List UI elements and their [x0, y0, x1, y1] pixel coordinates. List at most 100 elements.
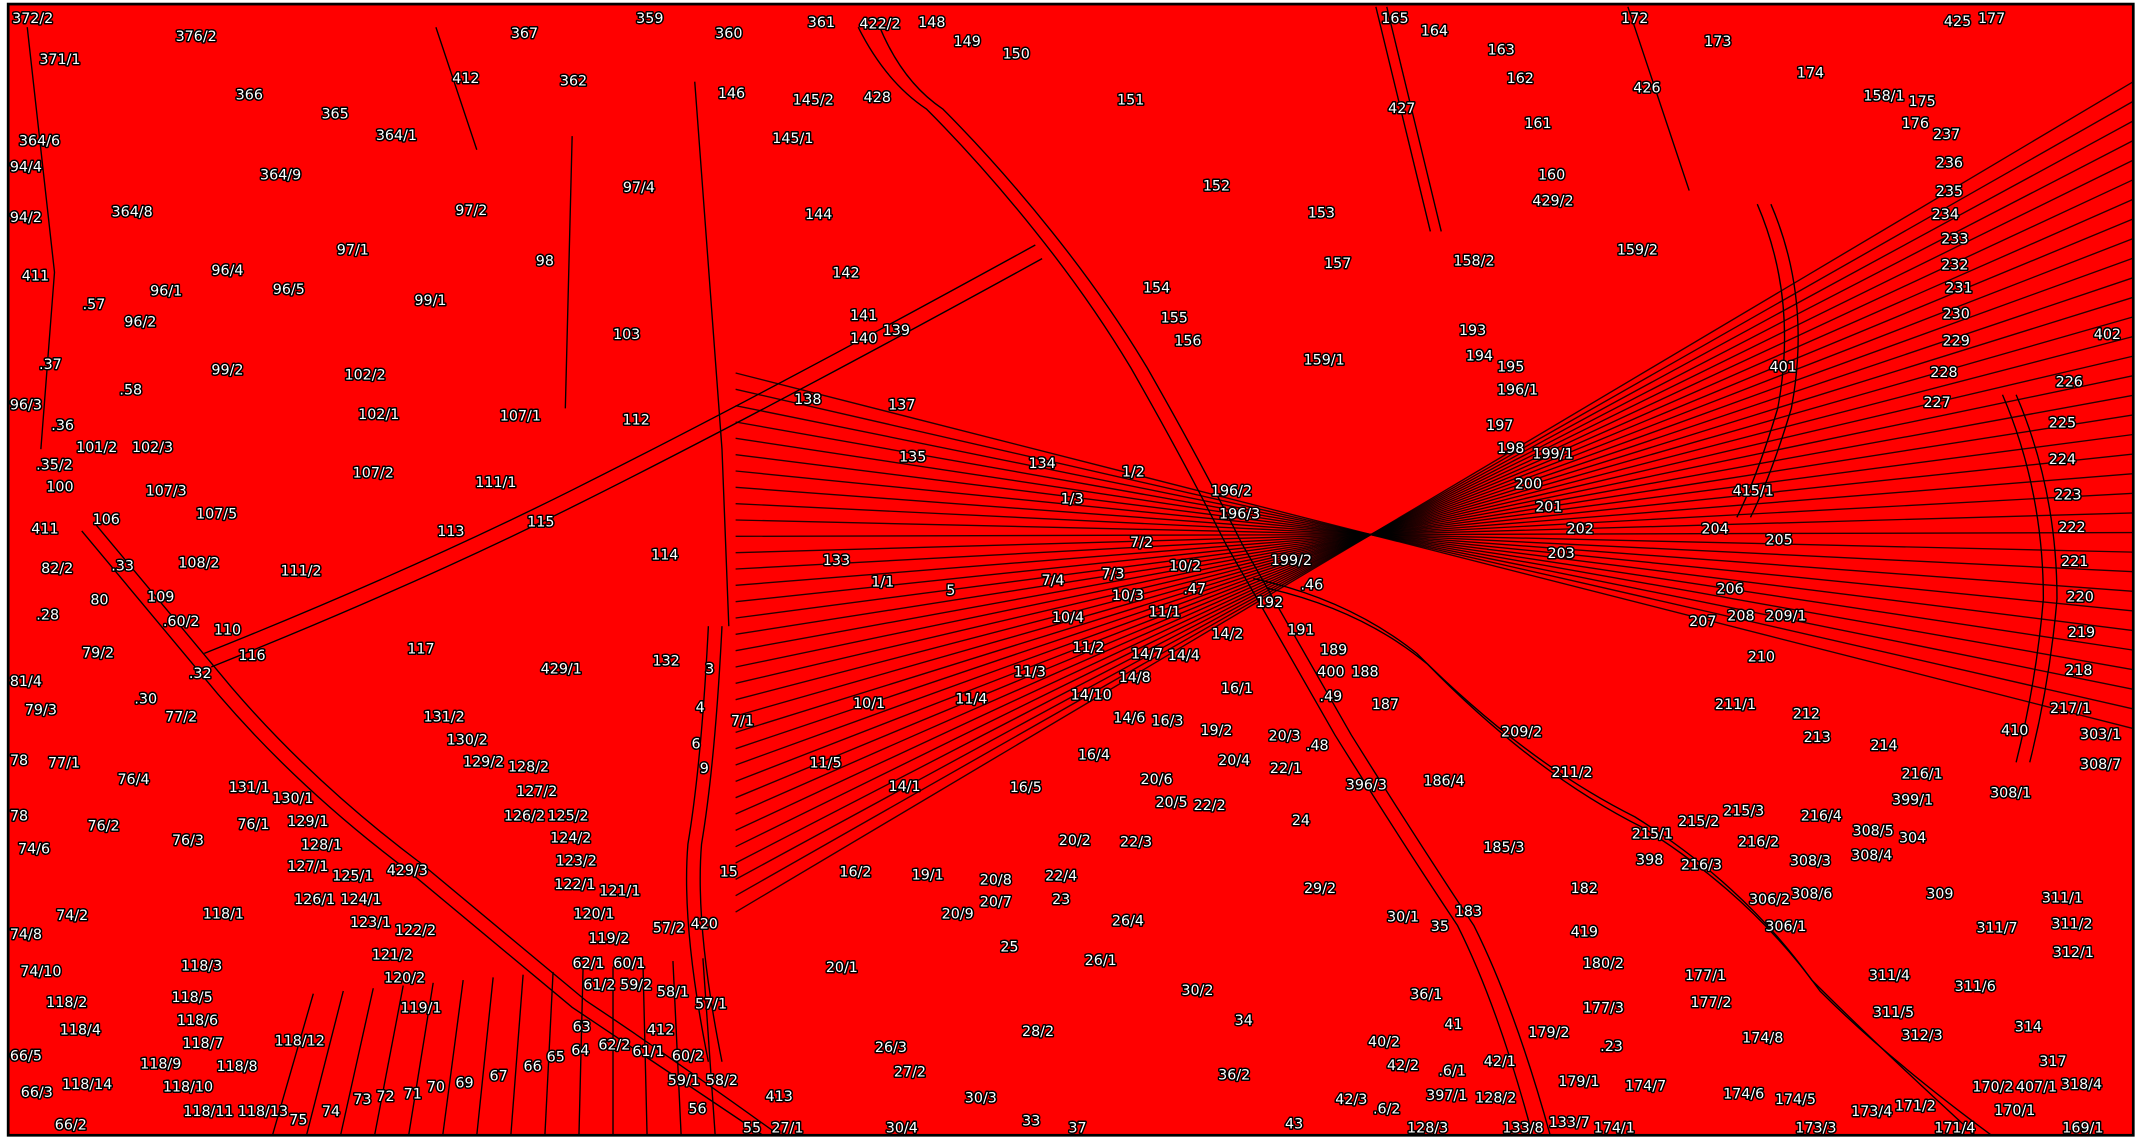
parcel-number: 159/1 — [1304, 353, 1345, 369]
parcel-number: 170/1 — [1994, 1103, 2035, 1119]
parcel-number: 69 — [455, 1076, 473, 1092]
parcel-boundary — [735, 404, 2134, 691]
parcel-number: 111/1 — [475, 475, 516, 491]
parcel-number: 303/1 — [2080, 727, 2121, 743]
parcel-number: 206 — [1716, 581, 1743, 597]
parcel-number: 81/4 — [10, 674, 42, 690]
parcel-number: 37 — [1068, 1120, 1086, 1136]
parcel-number: 174/6 — [1723, 1086, 1764, 1102]
parcel-number: 123/1 — [350, 915, 391, 931]
parcel-number: 121/2 — [372, 948, 413, 964]
parcel-number: 160 — [1538, 168, 1565, 184]
parcel-number: 67 — [489, 1069, 507, 1085]
parcel-number: 4 — [696, 700, 705, 716]
parcel-number: 230 — [1943, 306, 1970, 322]
parcel-number: 19/1 — [912, 867, 944, 883]
parcel-number: 145/1 — [772, 131, 813, 147]
parcel-number: 10/3 — [1112, 588, 1144, 604]
parcel-number: 20/8 — [980, 873, 1012, 889]
parcel-number: 135 — [899, 449, 926, 465]
parcel-boundary — [408, 982, 434, 1136]
parcel-number: 216/1 — [1902, 767, 1943, 783]
parcel-number: 364/8 — [112, 204, 153, 220]
parcel-number: 74/10 — [20, 964, 61, 980]
parcel-number: 216/2 — [1738, 835, 1779, 851]
parcel-number: 154 — [1143, 281, 1170, 297]
parcel-number: 171/2 — [1895, 1099, 1936, 1115]
parcel-number: 149 — [954, 34, 981, 50]
parcel-number: 411 — [31, 522, 58, 538]
parcel-number: 120/2 — [384, 971, 425, 987]
parcel-number: 308/5 — [1853, 824, 1894, 840]
parcel-number: 196/2 — [1211, 483, 1252, 499]
parcel-number: 180/2 — [1583, 956, 1624, 972]
parcel-number: 189 — [1320, 643, 1347, 659]
parcel-number: 311/4 — [1869, 968, 1910, 984]
parcel-number: 1/3 — [1061, 492, 1084, 508]
parcel-number: 155 — [1161, 311, 1188, 327]
parcel-number: 429/3 — [387, 863, 428, 879]
parcel-number: 120/1 — [573, 907, 614, 923]
parcel-number: 169/1 — [2062, 1120, 2103, 1136]
parcel-number: 209/2 — [1501, 724, 1542, 740]
parcel-number: 371/1 — [39, 52, 80, 68]
parcel-number: 177 — [1978, 11, 2005, 27]
parcel-number: 24 — [1292, 813, 1310, 829]
parcel-number: 179/1 — [1558, 1074, 1599, 1090]
parcel-number: 59/1 — [668, 1073, 700, 1089]
parcel-number: 133/8 — [1502, 1120, 1543, 1136]
parcel-number: 173/3 — [1795, 1120, 1836, 1136]
parcel-boundary — [735, 296, 2134, 733]
parcel-number: 398 — [1636, 852, 1663, 868]
parcel-number: .28 — [36, 607, 59, 623]
parcel-number: .30 — [134, 692, 157, 708]
parcel-number: 82/2 — [41, 561, 73, 577]
parcel-boundary — [735, 414, 2134, 636]
parcel-number: 362 — [560, 74, 587, 90]
parcel-number: 141 — [850, 308, 877, 324]
parcel-number: 66 — [524, 1059, 542, 1075]
parcel-number: 218 — [2065, 663, 2092, 679]
parcel-number: 359 — [636, 11, 663, 27]
parcel-number: 199/1 — [1532, 447, 1573, 463]
parcel-number: 366 — [236, 87, 263, 103]
parcel-number: 306/2 — [1749, 892, 1790, 908]
parcel-number: 170/2 — [1972, 1080, 2013, 1096]
parcel-number: 177/2 — [1690, 995, 1731, 1011]
parcel-number: 74/8 — [10, 927, 42, 943]
parcel-number: 97/1 — [337, 242, 369, 258]
parcel-number: 16/4 — [1078, 747, 1110, 763]
parcel-number: 72 — [376, 1089, 394, 1105]
parcel-number: 193 — [1459, 323, 1486, 339]
parcel-number: 1/1 — [871, 575, 894, 591]
parcel-number: 56 — [688, 1101, 706, 1117]
parcel-number: 215/2 — [1678, 814, 1719, 830]
parcel-boundary — [510, 974, 524, 1136]
parcel-number: 318/4 — [2061, 1077, 2102, 1093]
parcel-number: 57/2 — [653, 920, 685, 936]
parcel-number: 14/8 — [1119, 670, 1151, 686]
parcel-number: 35 — [1431, 919, 1449, 935]
parcel-number: 137 — [888, 398, 915, 414]
parcel-number: 70 — [427, 1080, 445, 1096]
parcel-number: .58 — [119, 383, 142, 399]
parcel-number: 145/2 — [793, 93, 834, 109]
parcel-number: 62/2 — [598, 1037, 630, 1053]
parcel-number: 14/1 — [888, 779, 920, 795]
parcel-number: 101/2 — [76, 440, 117, 456]
parcel-number: 7/1 — [731, 713, 754, 729]
parcel-number: 213 — [1804, 730, 1831, 746]
parcel-number: 211/1 — [1715, 697, 1756, 713]
parcel-number: 226 — [2056, 375, 2083, 391]
parcel-number: 174/5 — [1775, 1092, 1816, 1108]
parcel-number: 131/2 — [424, 709, 465, 725]
parcel-number: 61/1 — [632, 1044, 664, 1060]
parcel-number: 118/12 — [275, 1033, 325, 1049]
parcel-number: 99/1 — [414, 293, 446, 309]
parcel-number: 103 — [613, 327, 640, 343]
parcel-number: 129/2 — [463, 754, 504, 770]
parcel-number: 146 — [718, 86, 745, 102]
parcel-number: 214 — [1870, 738, 1897, 754]
